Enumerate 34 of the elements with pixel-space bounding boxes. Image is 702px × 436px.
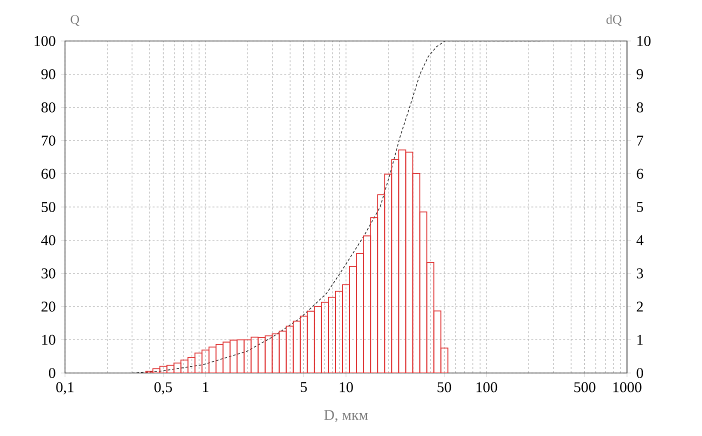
y-tick-label: 50 (42, 202, 56, 212)
x-tick-label: 5 (300, 382, 307, 392)
y2-tick-label: 6 (636, 168, 644, 179)
y2-tick-label: 7 (637, 136, 644, 146)
y-tick-label: 20 (42, 302, 56, 312)
y-tick-label: 60 (42, 168, 56, 179)
y2-tick-label: 8 (636, 102, 644, 112)
y-tick-label: 100 (34, 36, 56, 46)
y2-axis-title: dQ (606, 14, 622, 26)
y-tick-label: 30 (42, 268, 56, 278)
x-tick-label: 1 (203, 382, 208, 392)
y2-tick-label: 5 (637, 202, 644, 212)
y-tick-label: 0 (48, 368, 56, 378)
y2-tick-label: 2 (636, 302, 643, 312)
x-tick-label: 500 (574, 382, 596, 392)
y2-tick-label: 3 (636, 268, 644, 278)
x-axis-title: D, мкм (324, 410, 368, 422)
y-axis-title: Q (70, 15, 80, 26)
y2-tick-label: 1 (637, 334, 643, 345)
x-tick-label: 10 (340, 382, 353, 392)
y2-tick-label: 4 (636, 235, 644, 246)
y2-tick-label: 10 (637, 36, 651, 46)
y-tick-label: 80 (41, 102, 56, 112)
y-tick-label: 90 (41, 69, 56, 80)
x-tick-label: 0,5 (154, 382, 172, 394)
y2-tick-label: 0 (636, 368, 644, 378)
x-tick-label: 50 (438, 382, 452, 392)
x-tick-label: 0,1 (56, 382, 74, 394)
y-tick-label: 40 (41, 235, 56, 246)
y2-tick-label: 9 (636, 69, 644, 80)
y-tick-label: 70 (42, 136, 56, 146)
x-tick-label: 100 (476, 382, 498, 392)
x-tick-label: 1000 (613, 382, 642, 392)
y-tick-label: 10 (42, 334, 56, 345)
